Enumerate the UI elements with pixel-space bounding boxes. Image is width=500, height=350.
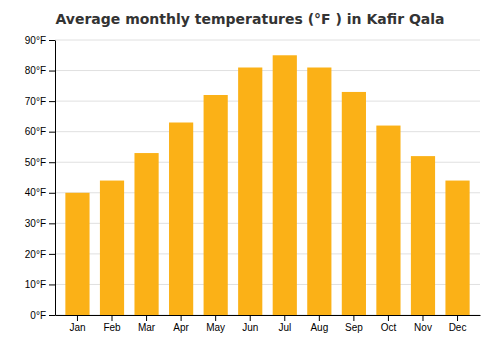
x-tick: Apr (173, 315, 189, 333)
x-axis-line (56, 315, 481, 316)
y-tick-mark (49, 71, 55, 72)
chart: 0°F 10°F 20°F 30°F 40°F 50°F 60°F 70°F 80°F 90°F J… (0, 0, 500, 350)
x-tick: Jun (242, 315, 258, 333)
y-tick: 20°F (25, 249, 55, 260)
y-tick-mark (49, 162, 55, 163)
y-tick-label: 50°F (25, 157, 46, 168)
x-tick-mark (112, 315, 113, 321)
bar (134, 153, 158, 315)
y-tick-mark (49, 223, 55, 224)
bar (445, 181, 469, 315)
bar (65, 193, 89, 315)
x-tick-label: Jun (242, 322, 258, 333)
x-tick-mark (319, 315, 320, 321)
x-tick-label: Feb (103, 322, 121, 333)
y-tick: 60°F (25, 126, 55, 137)
grid-line (55, 131, 480, 132)
title: Average monthly temperatures (°F ) in Ka… (55, 11, 444, 27)
x-tick: Feb (103, 315, 121, 333)
x-axis: Jan Feb Mar Apr May Jun Jul Aug Sep Oct Nov Dec (56, 315, 481, 333)
x-tick-mark (422, 315, 423, 321)
y-axis: 0°F 10°F 20°F 30°F 40°F 50°F 60°F 70°F 80°F 90°F (25, 35, 56, 321)
x-tick-mark (146, 315, 147, 321)
y-tick-mark (49, 315, 55, 316)
y-tick-label: 20°F (25, 249, 46, 260)
grid-line (55, 101, 480, 102)
y-tick-label: 70°F (25, 96, 46, 107)
y-tick: 90°F (25, 35, 55, 46)
grid (55, 40, 480, 315)
x-tick: Oct (381, 315, 397, 333)
y-tick: 50°F (25, 157, 55, 168)
bar (342, 92, 366, 315)
y-axis-line (55, 41, 56, 316)
y-tick-label: 40°F (25, 187, 46, 198)
y-tick: 40°F (25, 187, 55, 198)
x-tick: Mar (138, 315, 156, 333)
y-tick-mark (49, 132, 55, 133)
y-tick-mark (49, 284, 55, 285)
bar (204, 95, 228, 315)
x-tick-mark (388, 315, 389, 321)
x-tick-label: Jul (278, 322, 291, 333)
y-tick: 30°F (25, 218, 55, 229)
bar (169, 123, 193, 316)
y-tick-mark (49, 193, 55, 194)
x-tick-label: Sep (345, 322, 363, 333)
x-tick: Aug (310, 315, 328, 333)
y-tick-label: 60°F (25, 126, 46, 137)
x-tick-label: Mar (138, 322, 156, 333)
y-tick: 10°F (25, 279, 55, 290)
y-tick: 70°F (25, 96, 55, 107)
x-tick: Dec (449, 315, 467, 333)
bar (411, 156, 435, 315)
x-tick: Sep (345, 315, 363, 333)
x-tick-mark (77, 315, 78, 321)
bar (238, 68, 262, 316)
y-tick-mark (49, 254, 55, 255)
marks (65, 55, 469, 315)
y-tick-mark (49, 101, 55, 102)
y-tick-label: 80°F (25, 65, 46, 76)
x-tick-mark (181, 315, 182, 321)
grid-line (55, 70, 480, 71)
x-tick-label: Apr (173, 322, 189, 333)
x-tick: Jul (278, 315, 291, 333)
plot: 0°F 10°F 20°F 30°F 40°F 50°F 60°F 70°F 80°F 90°F J… (25, 35, 481, 333)
grid-line (55, 40, 480, 41)
y-tick-label: 90°F (25, 35, 46, 46)
y-tick-label: 0°F (30, 310, 46, 321)
y-tick: 80°F (25, 65, 55, 76)
x-tick-mark (457, 315, 458, 321)
y-tick: 0°F (30, 310, 55, 321)
y-tick-label: 30°F (25, 218, 46, 229)
x-tick-mark (215, 315, 216, 321)
y-tick-mark (49, 40, 55, 41)
x-tick-mark (284, 315, 285, 321)
x-tick-label: Nov (414, 322, 432, 333)
x-tick-mark (250, 315, 251, 321)
x-tick-label: Dec (449, 322, 467, 333)
bar (376, 126, 400, 315)
x-tick-label: Oct (381, 322, 397, 333)
x-tick: Nov (414, 315, 432, 333)
bar (100, 181, 124, 315)
x-tick-mark (353, 315, 354, 321)
x-tick-label: Jan (69, 322, 85, 333)
bar (273, 55, 297, 315)
y-tick-label: 10°F (25, 279, 46, 290)
x-tick: May (206, 315, 225, 333)
x-tick-label: Aug (310, 322, 328, 333)
x-tick: Jan (69, 315, 85, 333)
x-tick-label: May (206, 322, 225, 333)
bar (307, 68, 331, 316)
